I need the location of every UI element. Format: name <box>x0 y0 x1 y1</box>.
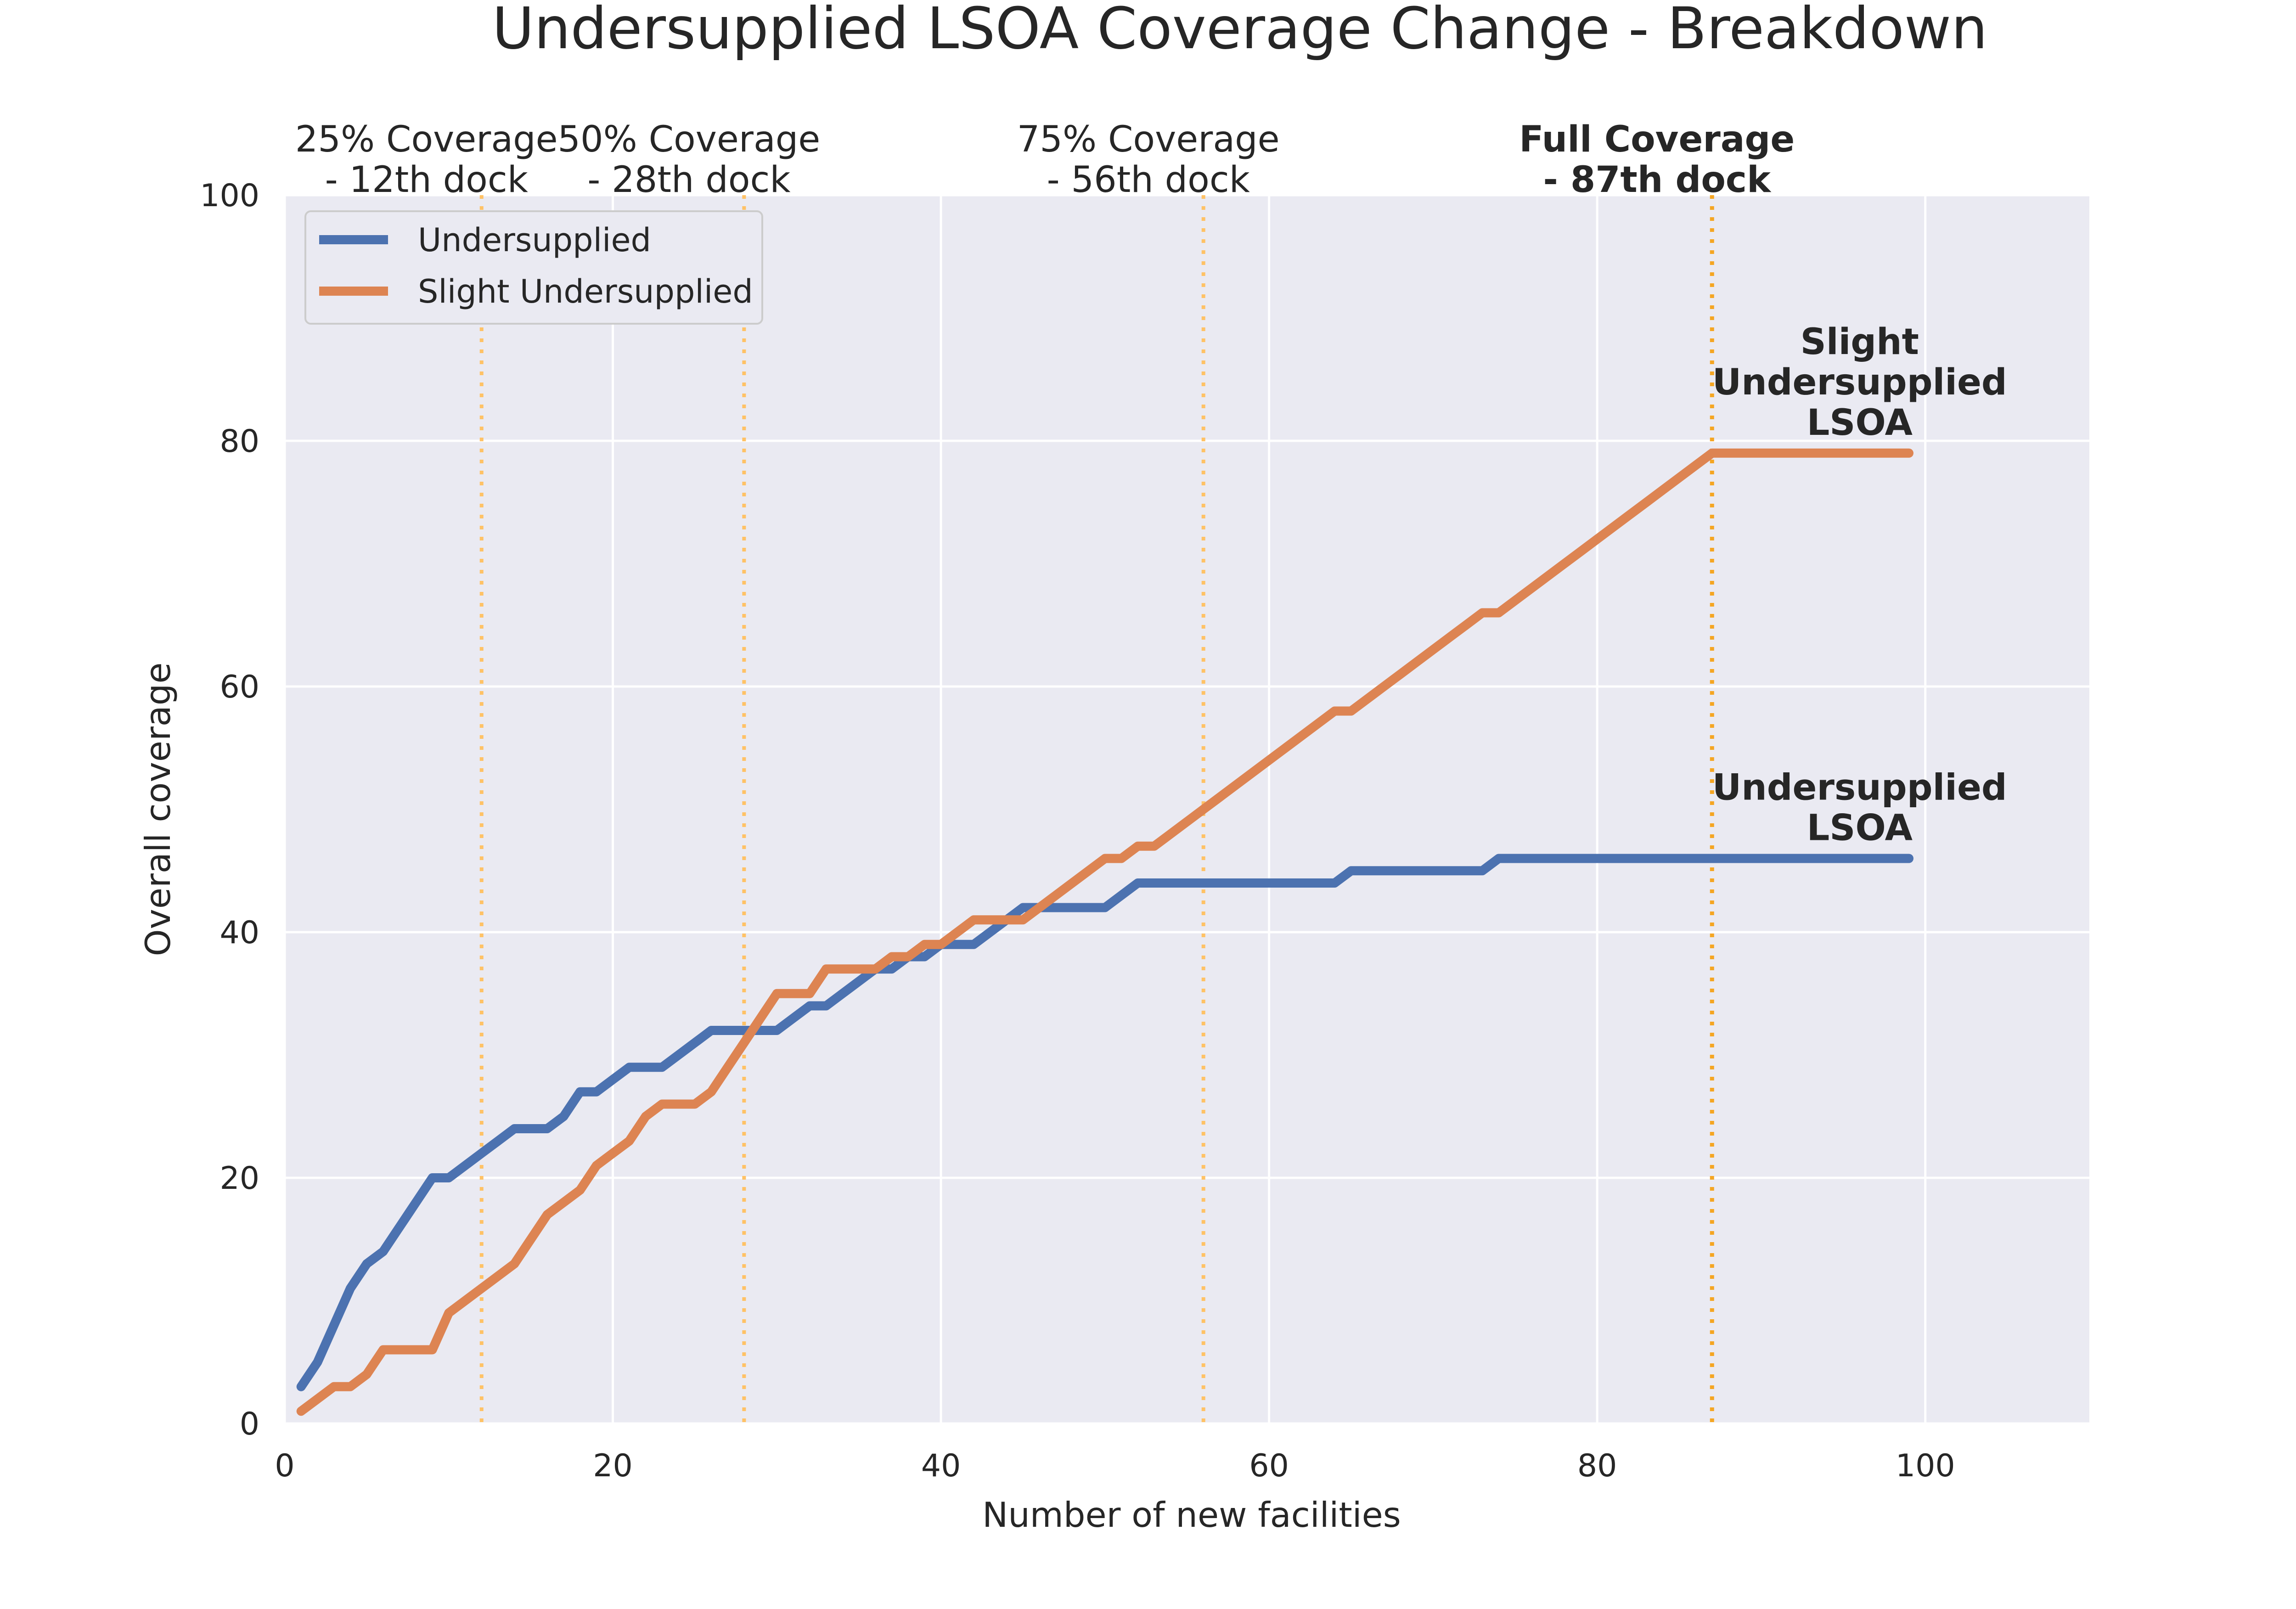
y-tick-label: 100 <box>200 178 259 214</box>
coverage-threshold-label: 75% Coverage <box>1017 119 1280 160</box>
coverage-threshold-label: 25% Coverage <box>295 119 558 160</box>
line-end-annotation: Undersupplied <box>1712 767 2007 809</box>
x-tick-label: 100 <box>1896 1448 1955 1484</box>
x-tick-label: 0 <box>275 1448 294 1484</box>
x-tick-label: 60 <box>1249 1448 1289 1484</box>
y-tick-label: 40 <box>219 915 259 951</box>
line-end-annotation: LSOA <box>1807 808 1913 849</box>
coverage-threshold-label: Full Coverage <box>1519 119 1795 160</box>
y-axis-label: Overall coverage <box>138 662 178 956</box>
legend-label-undersupplied: Undersupplied <box>418 221 651 259</box>
coverage-threshold-sublabel: - 56th dock <box>1047 159 1250 201</box>
series-line-slight-undersupplied <box>296 448 1913 1416</box>
x-tick-label: 80 <box>1577 1448 1617 1484</box>
y-tick-label: 20 <box>219 1160 259 1197</box>
x-tick-label: 20 <box>593 1448 633 1484</box>
legend-box <box>304 210 763 325</box>
coverage-threshold-sublabel: - 12th dock <box>325 159 528 201</box>
x-tick-label: 40 <box>921 1448 961 1484</box>
coverage-threshold-label: 50% Coverage <box>557 119 820 160</box>
y-tick-label: 60 <box>219 669 259 705</box>
legend-label-slight-undersupplied: Slight Undersupplied <box>418 273 753 310</box>
tick-labels: 0 20 40 60 80 100 0 20 40 60 80 100 <box>200 178 1955 1484</box>
line-end-annotation: LSOA <box>1807 402 1913 444</box>
coverage-threshold-sublabel: - 28th dock <box>587 159 790 201</box>
chart-title: Undersupplied LSOA Coverage Change - Bre… <box>492 0 1988 62</box>
line-end-annotation: Slight <box>1801 321 1919 363</box>
series-line-undersupplied <box>296 854 1913 1391</box>
y-tick-label: 0 <box>240 1406 259 1442</box>
line-end-annotation: Undersupplied <box>1712 362 2007 403</box>
series-lines <box>296 448 1913 1416</box>
plot-area <box>285 195 2089 1423</box>
x-axis-label: Number of new facilities <box>982 1495 1401 1535</box>
coverage-threshold-labels: 25% Coverage - 12th dock 50% Coverage - 2… <box>295 119 1795 201</box>
coverage-threshold-sublabel: - 87th dock <box>1543 159 1772 201</box>
legend: Undersupplied Slight Undersupplied <box>304 210 763 325</box>
y-tick-label: 80 <box>219 423 259 460</box>
